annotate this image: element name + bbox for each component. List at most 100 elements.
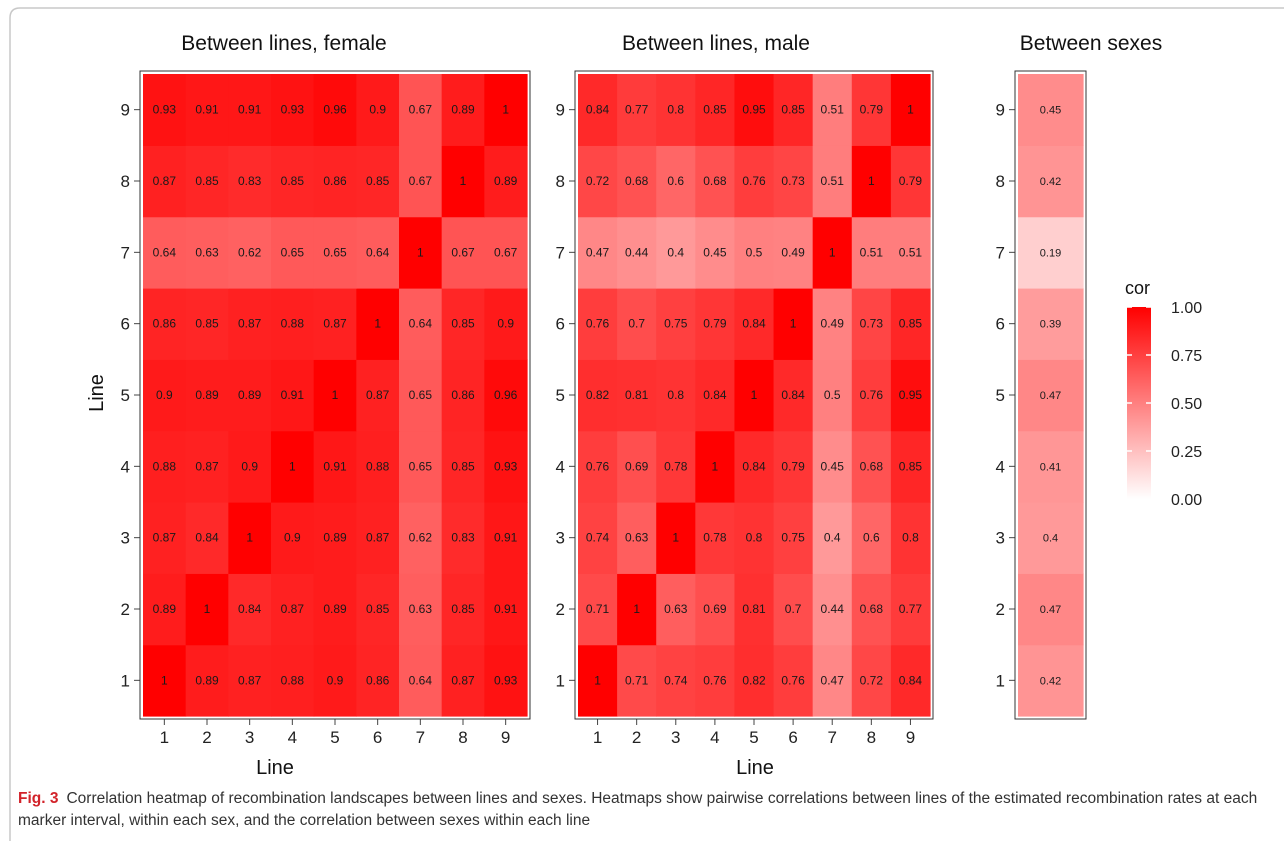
x-tick-label: 2 [202, 728, 211, 747]
heatmap-cell [734, 216, 775, 289]
heatmap-cell [695, 573, 736, 646]
y-tick-label: 1 [556, 671, 565, 690]
x-tick-label: 6 [373, 728, 382, 747]
heatmap-cell [578, 644, 618, 717]
cell-value-label: 0.85 [366, 602, 390, 616]
heatmap-cell [185, 573, 229, 646]
cell-value-label: 0.75 [664, 317, 688, 331]
heatmap-cell [617, 430, 657, 503]
heatmap-cell [773, 359, 814, 432]
cell-value-label: 0.79 [703, 317, 727, 331]
heatmap-cell [890, 644, 931, 717]
cell-value-label: 0.63 [195, 245, 219, 259]
cell-value-label: 0.64 [409, 317, 433, 331]
heatmap-cell [185, 644, 229, 717]
cell-value-label: 0.4 [824, 531, 841, 545]
cell-value-label: 0.89 [323, 531, 347, 545]
heatmap-cell [143, 145, 187, 218]
y-tick-label: 1 [996, 671, 1005, 690]
cell-value-label: 0.88 [281, 673, 305, 687]
heatmap-cell [143, 288, 187, 360]
heatmap-cell [890, 430, 931, 503]
heatmap-cell [185, 430, 229, 503]
heatmap-cell [313, 644, 357, 717]
cell-value-label: 0.77 [625, 103, 649, 117]
y-tick-label: 2 [556, 600, 565, 619]
heatmap-cell [313, 288, 357, 360]
y-tick-label: 9 [996, 101, 1005, 120]
panel-title: Between sexes [1020, 32, 1162, 55]
cell-value-label: 0.91 [494, 531, 518, 545]
cell-value-label: 0.85 [195, 174, 219, 188]
heatmap-cell [313, 430, 357, 503]
cell-value-label: 0.85 [451, 317, 475, 331]
cell-value-label: 0.79 [860, 103, 884, 117]
cell-value-label: 0.89 [195, 673, 219, 687]
heatmap-cell [441, 145, 485, 218]
y-tick-label: 2 [121, 600, 130, 619]
cell-value-label: 1 [790, 317, 797, 331]
heatmap-cell [399, 573, 443, 646]
cell-value-label: 0.69 [703, 602, 727, 616]
cell-value-label: 1 [417, 245, 424, 259]
x-tick-label: 6 [788, 728, 797, 747]
cell-value-label: 0.69 [625, 459, 649, 473]
cell-value-label: 1 [204, 602, 211, 616]
cell-value-label: 0.73 [860, 317, 884, 331]
heatmap-cell [851, 145, 892, 218]
y-tick-label: 8 [556, 172, 565, 191]
heatmap-cell [484, 502, 528, 574]
cell-value-label: 0.87 [366, 531, 390, 545]
cell-value-label: 0.68 [625, 174, 649, 188]
cell-value-label: 0.78 [703, 531, 727, 545]
heatmap-cell [812, 74, 853, 146]
cell-value-label: 0.89 [195, 388, 219, 402]
cell-value-label: 0.65 [409, 388, 433, 402]
heatmap-cell [185, 359, 229, 432]
heatmap-cell [695, 644, 736, 717]
cell-value-label: 0.67 [494, 245, 518, 259]
caption-text: Correlation heatmap of recombination lan… [18, 790, 1258, 829]
heatmap-cell [271, 74, 315, 146]
heatmap-cell [773, 430, 814, 503]
cell-value-label: 0.49 [781, 245, 805, 259]
heatmap-cell [441, 288, 485, 360]
cell-value-label: 0.82 [586, 388, 610, 402]
cell-value-label: 0.85 [899, 317, 923, 331]
heatmap-cell [695, 430, 736, 503]
heatmap-cell [578, 430, 618, 503]
plot-border [574, 70, 934, 720]
heatmap-cell [356, 502, 400, 574]
cell-value-label: 0.74 [586, 531, 610, 545]
cell-value-label: 1 [751, 388, 758, 402]
cell-value-label: 0.47 [821, 673, 845, 687]
cell-value-label: 1 [633, 602, 640, 616]
heatmap-cell [313, 145, 357, 218]
legend-tick-label: 0.50 [1171, 396, 1202, 413]
heatmap-cell [695, 359, 736, 432]
cell-value-label: 0.67 [409, 103, 433, 117]
heatmap-cell [812, 502, 853, 574]
cell-value-label: 0.51 [821, 174, 845, 188]
cell-value-label: 0.65 [281, 245, 305, 259]
cell-value-label: 0.45 [1040, 105, 1061, 117]
cell-value-label: 0.7 [785, 602, 802, 616]
heatmap-cell [851, 74, 892, 146]
cell-value-label: 0.4 [1043, 533, 1058, 545]
heatmap-cell [851, 502, 892, 574]
heatmap-cell [484, 74, 528, 146]
cell-value-label: 0.87 [195, 459, 219, 473]
heatmap-cell [228, 359, 272, 432]
heatmap-cell [812, 573, 853, 646]
heatmap-cell [484, 644, 528, 717]
y-tick-label: 3 [996, 529, 1005, 548]
heatmap-cell [1018, 430, 1084, 503]
y-axis-label: Line [86, 374, 108, 412]
cell-value-label: 0.47 [1040, 604, 1061, 616]
cell-value-label: 0.8 [902, 531, 919, 545]
heatmap-cell [484, 288, 528, 360]
heatmap-cell [656, 430, 696, 503]
heatmap-cell [228, 288, 272, 360]
y-tick-label: 1 [121, 671, 130, 690]
